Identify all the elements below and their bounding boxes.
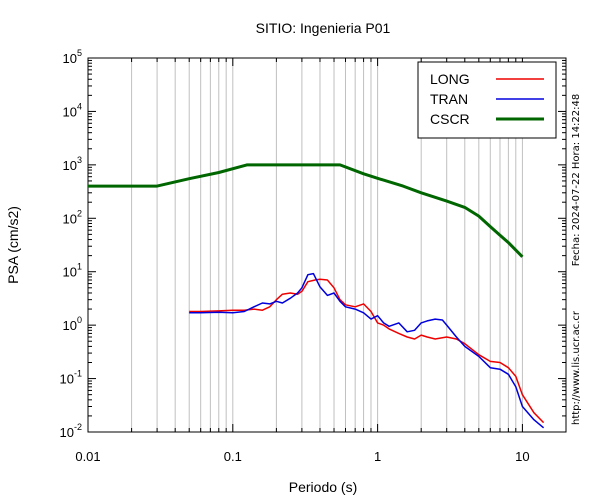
y-axis-label: PSA (cm/s2) (5, 206, 21, 284)
url-note: http://www.lis.ucr.ac.cr (571, 310, 582, 425)
y-tick-label: 105 (63, 48, 82, 66)
legend-label-cscr: CSCR (430, 111, 470, 127)
chart-title: SITIO: Ingenieria P01 (256, 20, 391, 36)
series-line-long (189, 278, 545, 424)
x-axis-label: Periodo (s) (289, 479, 357, 495)
x-tick-labels: 0.01 0.1 1 10 (75, 449, 529, 464)
y-tick-label: 102 (63, 208, 82, 226)
series-line-cscr (88, 163, 524, 258)
series-line-tran (189, 272, 545, 429)
chart-grid (131, 58, 523, 432)
legend: LONG TRAN CSCR (417, 61, 557, 139)
y-tick-label: 101 (63, 262, 82, 280)
y-tick-label: 10-1 (60, 369, 82, 387)
y-tick-label: 10-2 (60, 422, 82, 440)
x-tick-label: 0.1 (224, 449, 242, 464)
date-note: Fecha: 2024-07-22 Hora: 14:22:48 (571, 94, 582, 267)
data-series (88, 163, 545, 429)
y-tick-label: 104 (63, 101, 82, 119)
legend-label-long: LONG (430, 71, 470, 87)
legend-box (417, 61, 557, 139)
x-tick-label: 1 (374, 449, 381, 464)
x-tick-label: 0.01 (75, 449, 100, 464)
plot-frame (87, 57, 567, 433)
legend-label-tran: TRAN (430, 91, 468, 107)
y-tick-labels: 10-2 10-1 100 101 102 103 104 105 (60, 48, 82, 440)
axis-ticks (87, 57, 567, 433)
x-tick-label: 10 (515, 449, 529, 464)
y-tick-label: 103 (63, 155, 82, 173)
y-tick-label: 100 (63, 315, 82, 333)
